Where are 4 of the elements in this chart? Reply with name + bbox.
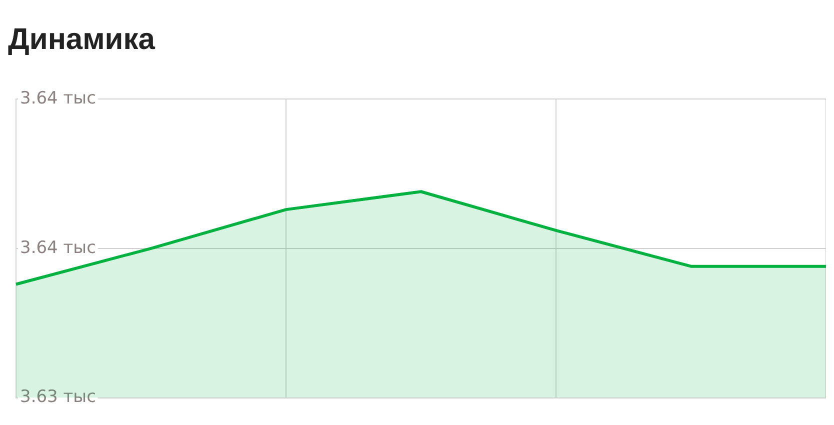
chart-title: Динамика xyxy=(8,22,156,58)
y-tick-label: 3.63 тыс xyxy=(20,387,96,408)
y-tick-label: 3.64 тыс xyxy=(20,88,96,108)
y-tick-label: 3.64 тыс xyxy=(20,238,96,258)
